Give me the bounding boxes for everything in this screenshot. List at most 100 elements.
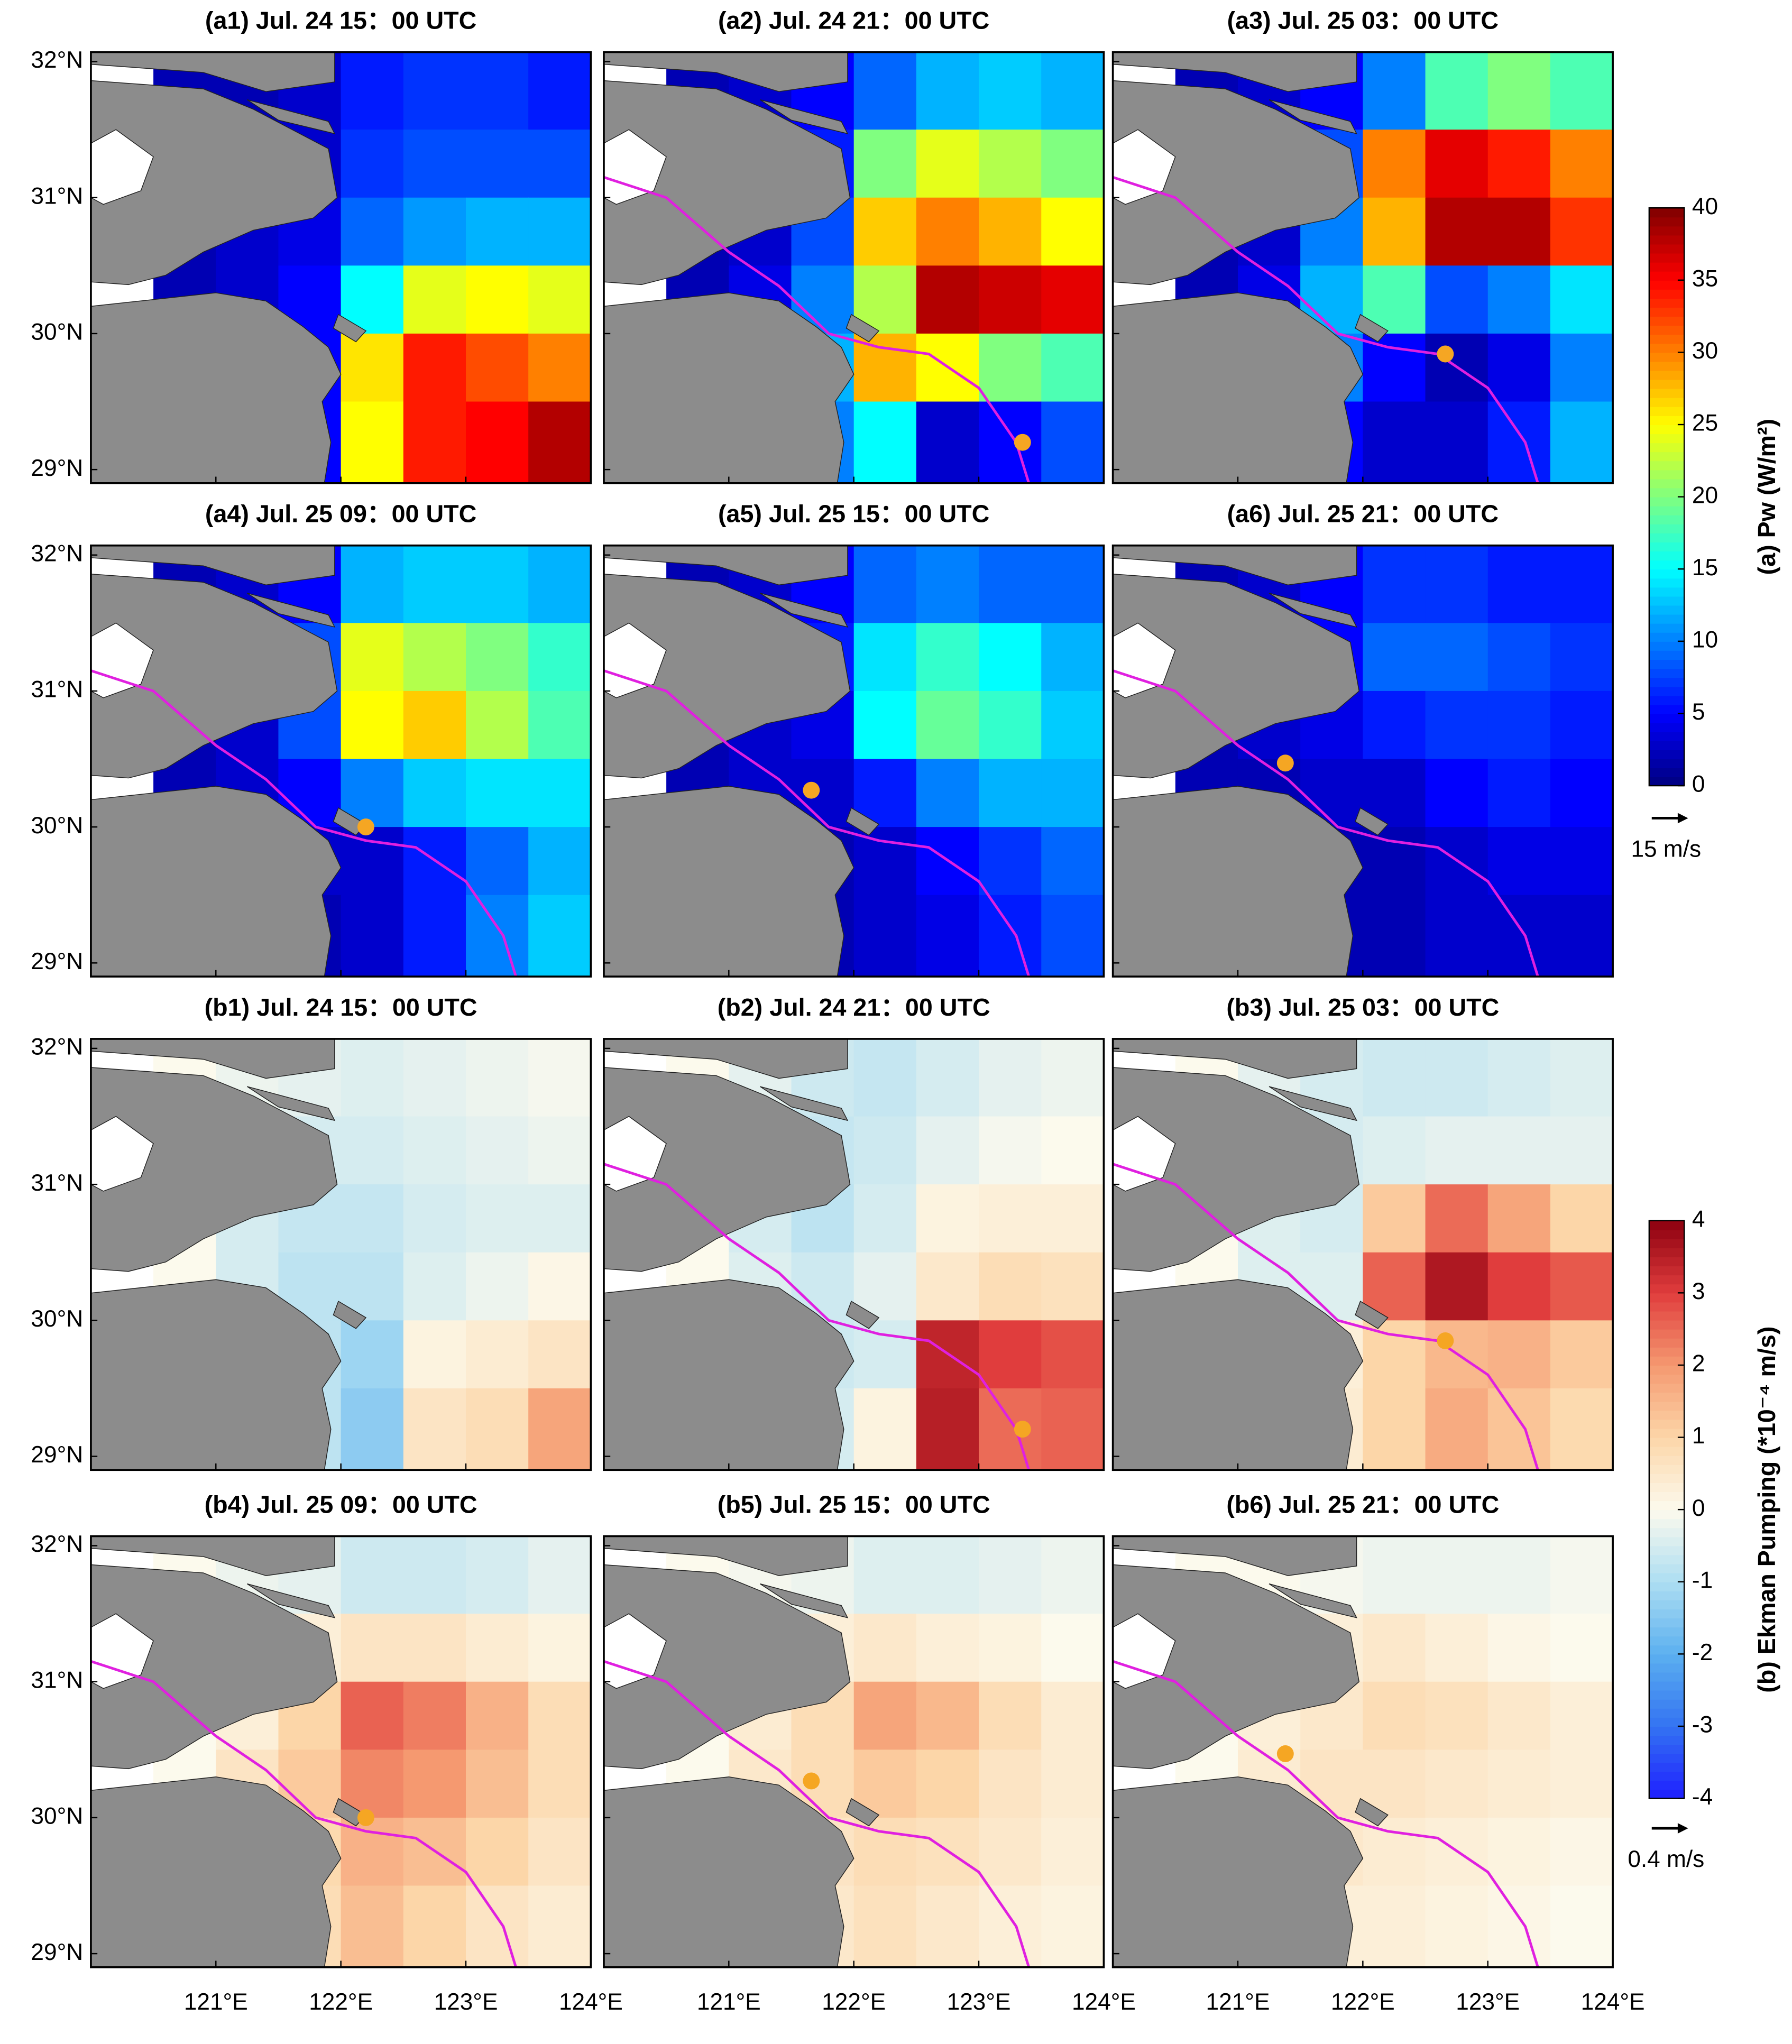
grid-cell [528, 545, 591, 624]
y-tick-label: 30°N [31, 319, 83, 345]
grid-cell [1550, 1681, 1613, 1751]
colorbar-step [1649, 1563, 1685, 1573]
grid-cell [1041, 1252, 1104, 1321]
grid-cell [1425, 1038, 1488, 1117]
map-panel [90, 545, 591, 977]
grid-cell [341, 827, 405, 896]
colorbar-step [1649, 1599, 1685, 1609]
grid-cell [403, 52, 467, 131]
grid-cell [1363, 130, 1426, 198]
y-tick-label: 32°N [31, 540, 83, 566]
grid-cell [1487, 401, 1551, 483]
grid-cell [1363, 623, 1426, 692]
grid-cell [528, 1885, 591, 1967]
colorbar-step [1649, 596, 1685, 606]
grid-cell [1550, 1320, 1613, 1389]
grid-cell [403, 1750, 467, 1819]
grid-cell [1363, 52, 1426, 131]
land [90, 52, 335, 92]
typhoon-track [1113, 1660, 1539, 1967]
grid-cell [979, 1817, 1042, 1886]
grid-cell [1425, 401, 1488, 483]
typhoon-center [1014, 1421, 1031, 1438]
grid-cell [528, 623, 591, 692]
grid-cell [1363, 1116, 1426, 1185]
grid-cell [1041, 52, 1104, 131]
grid-cell [1425, 690, 1488, 760]
grid-cell [1425, 1116, 1488, 1185]
typhoon-center [1014, 434, 1031, 451]
y-tick-label: 30°N [31, 1306, 83, 1332]
lake [603, 1116, 667, 1192]
colorbar-step [1649, 1365, 1685, 1375]
grid-cell [853, 1038, 917, 1117]
grid-cell [466, 52, 529, 131]
grid-cell [1550, 52, 1613, 131]
grid-cell [1425, 1885, 1488, 1967]
colorbar-step [1649, 1473, 1685, 1483]
colorbar-step [1649, 1780, 1685, 1790]
colorbar-step [1649, 560, 1685, 570]
lake [1113, 1613, 1176, 1689]
colorbar-step [1649, 1636, 1685, 1646]
grid-cell [916, 1184, 980, 1253]
typhoon-center [357, 818, 374, 836]
grid-cell [1550, 1252, 1613, 1321]
colorbar-step [1649, 289, 1685, 299]
grid-cell [979, 197, 1042, 266]
lake [1113, 622, 1176, 698]
map-panel [603, 545, 1104, 977]
colorbar-step [1649, 1663, 1685, 1673]
y-tick-label: 29°N [31, 1442, 83, 1468]
map-panel [1113, 545, 1613, 977]
colorbar-step [1649, 1464, 1685, 1474]
colorbar-step [1649, 434, 1685, 444]
grid-cell [916, 759, 980, 828]
typhoon-center [1437, 345, 1454, 363]
grid-cell [403, 265, 467, 335]
grid-cell [1425, 623, 1488, 692]
grid-cell [403, 401, 467, 483]
grid-cell [979, 1536, 1042, 1615]
x-tick-label: 121°E [1206, 1989, 1270, 2015]
grid-cell [853, 827, 917, 896]
colorbar-step [1649, 1220, 1685, 1230]
land [333, 1301, 367, 1329]
grid-cell [1363, 1614, 1426, 1682]
grid-cell [466, 1184, 529, 1253]
grid-cell [1550, 623, 1613, 692]
colorbar-step [1649, 1753, 1685, 1763]
grid-cell [528, 1038, 591, 1117]
colorbar-step [1649, 722, 1685, 732]
land [90, 1067, 338, 1272]
grid-cell [853, 333, 917, 402]
y-tick-label: 32°N [31, 47, 83, 73]
colorbar-step [1649, 641, 1685, 651]
grid-cell [341, 130, 405, 198]
grid-cell [1041, 1681, 1104, 1751]
colorbar-step [1649, 1401, 1685, 1411]
colorbar-step [1649, 650, 1685, 660]
grid-cell [853, 197, 917, 266]
colorbar-step [1649, 208, 1685, 218]
grid-cell [979, 623, 1042, 692]
land [1269, 1086, 1357, 1121]
map-panel [1113, 1536, 1613, 1967]
grid-cell [1425, 52, 1488, 131]
grid-cell [916, 1116, 980, 1185]
colorbar-step [1649, 1762, 1685, 1772]
grid-cell [979, 1184, 1042, 1253]
grid-cell [403, 130, 467, 198]
grid-cell [1550, 1116, 1613, 1185]
grid-cell [466, 401, 529, 483]
colorbar-tick-label: 10 [1692, 627, 1718, 653]
land [1113, 292, 1364, 483]
grid-cell [1550, 759, 1613, 828]
grid-cell [979, 1885, 1042, 1967]
grid-cell [528, 1252, 591, 1321]
colorbar-step [1649, 425, 1685, 435]
grid-cell [853, 1388, 917, 1470]
colorbar-step [1649, 478, 1685, 489]
colorbar-step [1649, 1419, 1685, 1429]
grid-cell [1041, 265, 1104, 335]
